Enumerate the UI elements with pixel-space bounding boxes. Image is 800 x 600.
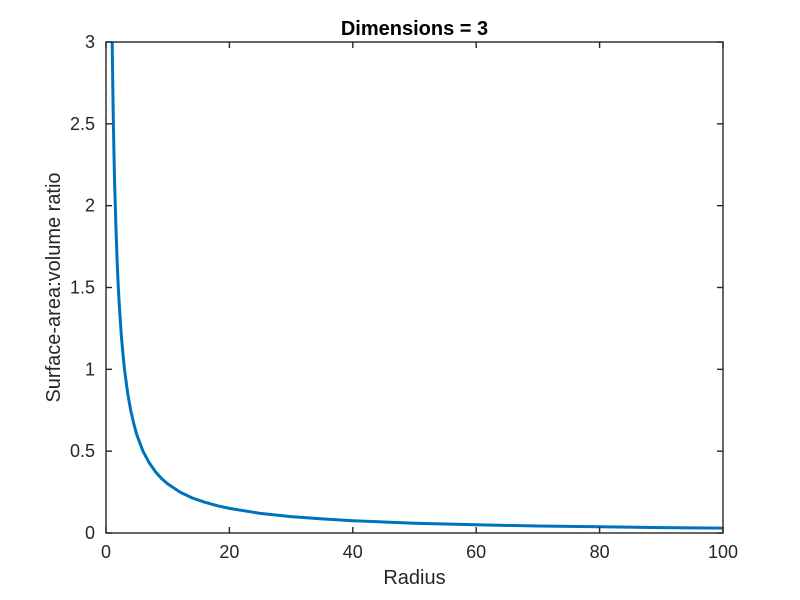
x-tick-label: 20 [219,542,239,562]
series-line-surface-area-volume-ratio [110,42,723,530]
x-tick-label: 100 [708,542,738,562]
y-axis-ticks [106,41,723,534]
x-axis-tick-labels: 0 20 40 60 80 100 [101,542,738,562]
x-axis-label: Radius [383,567,445,589]
y-tick-label: 0 [85,523,95,543]
y-axis-tick-labels: 0 0.5 1 1.5 2 2.5 3 [70,32,95,543]
x-tick-label: 0 [101,542,111,562]
plot-area [106,42,723,533]
y-tick-label: 2.5 [70,114,95,134]
x-tick-label: 80 [590,542,610,562]
x-tick-label: 40 [343,542,363,562]
y-tick-label: 0.5 [70,441,95,461]
series-layer [110,42,723,530]
y-tick-label: 1.5 [70,278,95,298]
y-axis-label: Surface-area:volume ratio [43,172,65,402]
chart-title: Dimensions = 3 [341,18,488,40]
y-tick-label: 1 [85,359,95,379]
y-tick-label: 3 [85,32,95,52]
x-tick-label: 60 [466,542,486,562]
x-axis-ticks [105,42,724,533]
y-tick-label: 2 [85,196,95,216]
